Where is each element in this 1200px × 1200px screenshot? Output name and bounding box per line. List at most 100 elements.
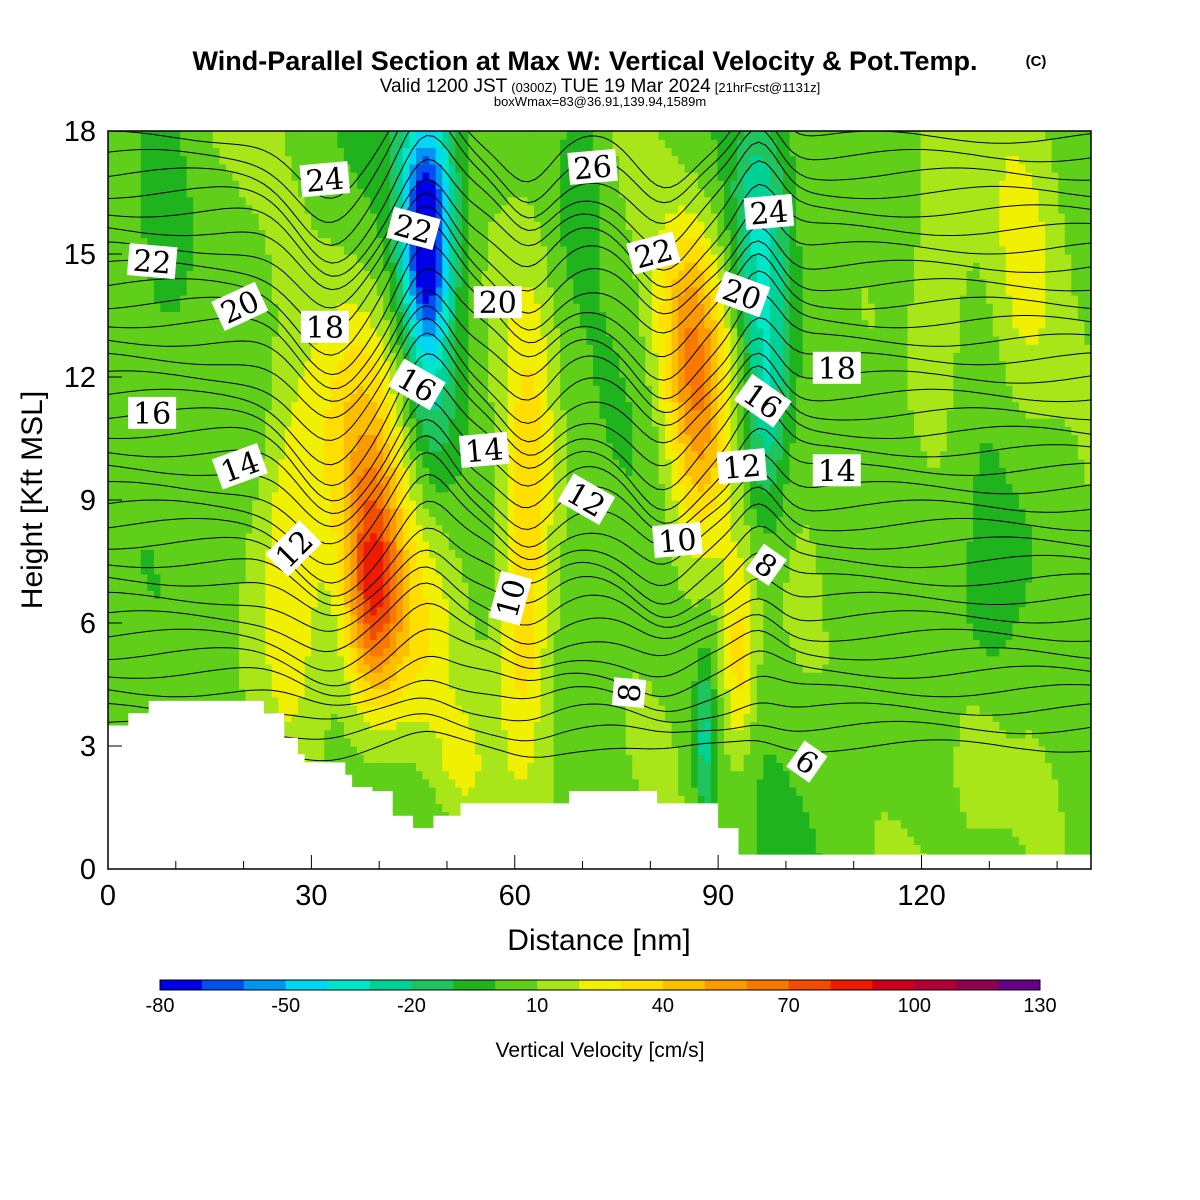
w-cell	[383, 672, 391, 681]
w-cell	[265, 409, 273, 419]
w-cell	[435, 139, 443, 148]
w-cell	[284, 491, 293, 501]
w-cell	[304, 582, 312, 591]
w-cell	[108, 614, 116, 624]
w-cell	[239, 237, 247, 247]
w-cell	[232, 434, 240, 444]
w-cell	[376, 737, 384, 747]
w-cell	[337, 147, 345, 157]
w-cell	[258, 155, 266, 165]
w-cell	[442, 459, 450, 468]
w-cell	[337, 409, 345, 419]
w-cell	[284, 573, 293, 583]
w-cell	[239, 278, 247, 288]
w-cell	[258, 319, 266, 329]
w-cell	[252, 491, 260, 501]
w-cell	[409, 401, 417, 411]
w-cell	[265, 418, 273, 427]
w-cell	[330, 721, 338, 731]
w-cell	[284, 483, 293, 493]
w-cell	[265, 614, 273, 624]
w-cell	[199, 565, 207, 575]
w-cell	[422, 409, 430, 419]
w-cell	[435, 418, 443, 427]
w-cell	[455, 606, 463, 616]
w-cell	[258, 254, 266, 263]
w-cell	[108, 327, 116, 337]
w-cell	[337, 459, 345, 468]
w-cell	[114, 286, 122, 296]
w-cell	[448, 614, 456, 624]
w-cell	[232, 409, 240, 419]
w-cell	[455, 524, 463, 534]
w-cell	[127, 237, 135, 247]
w-cell	[402, 754, 411, 763]
w-cell	[416, 147, 424, 157]
w-cell	[455, 795, 463, 804]
w-cell	[127, 319, 135, 329]
w-cell	[153, 467, 162, 476]
w-cell	[448, 188, 456, 198]
w-cell	[153, 565, 162, 575]
w-cell	[435, 623, 443, 632]
w-cell	[252, 655, 260, 665]
w-cell	[337, 262, 345, 271]
w-cell	[134, 303, 142, 312]
w-cell	[180, 311, 188, 321]
w-cell	[357, 778, 365, 788]
w-cell	[350, 295, 358, 304]
w-cell	[337, 516, 345, 526]
w-cell	[160, 311, 168, 321]
w-cell	[416, 245, 424, 255]
w-cell	[239, 426, 247, 435]
w-cell	[468, 762, 476, 772]
w-cell	[461, 623, 470, 632]
w-cell	[134, 467, 142, 476]
w-cell	[291, 360, 299, 370]
w-cell	[140, 672, 148, 681]
w-cell	[337, 245, 345, 255]
w-cell	[442, 516, 450, 526]
w-cell	[199, 582, 207, 591]
w-cell	[193, 467, 201, 476]
w-cell	[429, 254, 437, 263]
w-cell	[468, 606, 476, 616]
w-cell	[461, 713, 470, 722]
w-cell	[271, 606, 279, 616]
w-cell	[219, 516, 227, 526]
w-cell	[186, 483, 194, 493]
w-cell	[265, 508, 273, 517]
w-cell	[448, 385, 456, 394]
w-cell	[147, 188, 155, 198]
w-cell	[225, 327, 234, 337]
valid-time-line: Valid 1200 JST (0300Z) TUE 19 Mar 2024 […	[380, 76, 820, 97]
w-cell	[291, 295, 299, 304]
w-cell	[160, 623, 168, 632]
w-cell	[429, 131, 437, 140]
w-cell	[468, 614, 476, 624]
w-cell	[317, 286, 325, 296]
w-cell	[108, 278, 116, 288]
w-cell	[402, 401, 411, 411]
w-cell	[376, 639, 384, 649]
w-cell	[429, 311, 437, 321]
w-cell	[350, 639, 358, 649]
w-cell	[153, 237, 162, 247]
w-cell	[298, 623, 306, 632]
w-cell	[147, 204, 155, 214]
w-cell	[317, 713, 325, 722]
w-cell	[357, 606, 365, 616]
w-cell	[252, 688, 260, 698]
w-cell	[461, 532, 470, 542]
w-cell	[140, 565, 148, 575]
w-cell	[206, 459, 214, 468]
w-cell	[180, 450, 188, 460]
w-cell	[409, 245, 417, 255]
w-cell	[114, 213, 122, 222]
w-cell	[291, 180, 299, 189]
w-cell	[376, 590, 384, 599]
w-cell	[127, 286, 135, 296]
w-cell	[343, 213, 352, 222]
w-cell	[383, 163, 391, 173]
w-cell	[304, 221, 312, 230]
